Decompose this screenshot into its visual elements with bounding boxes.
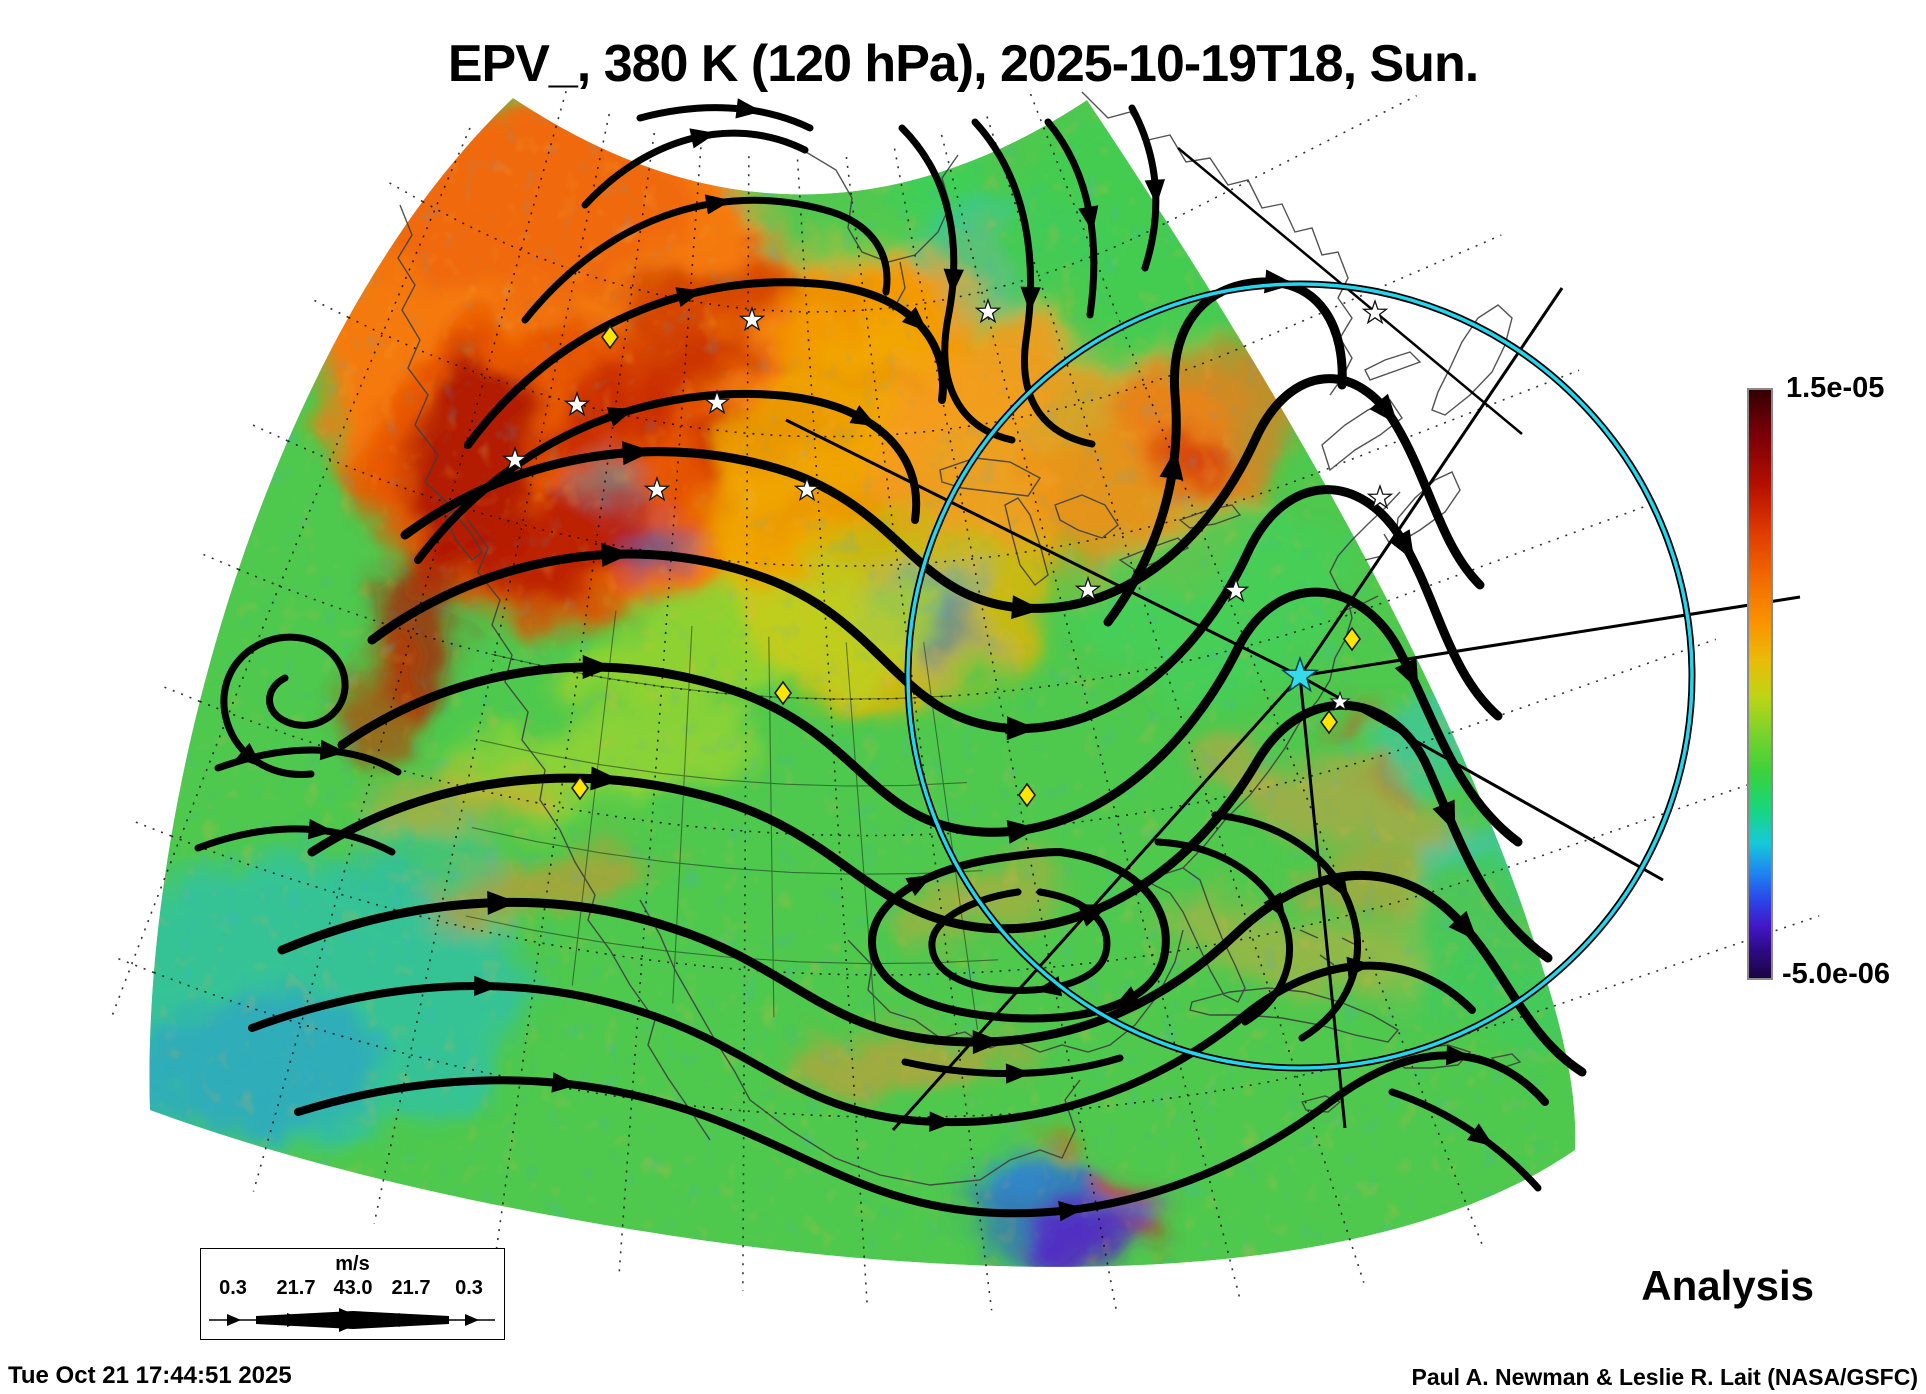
plot-title: EPV_, 380 K (120 hPa), 2025-10-19T18, Su… <box>447 35 1479 93</box>
epv-color-field <box>149 98 1576 1267</box>
wind-scale-arrow-glyph <box>209 1308 495 1332</box>
wind-streamlines <box>194 98 1587 1222</box>
generation-timestamp: Tue Oct 21 17:44:51 2025 <box>8 1362 292 1389</box>
wind-speed-legend: m/s 0.3 21.7 43.0 21.7 0.3 <box>200 1248 505 1340</box>
credit-line: Paul A. Newman & Leslie R. Lait (NASA/GS… <box>1411 1364 1918 1390</box>
analysis-status-label: Analysis <box>1641 1262 1814 1309</box>
wind-legend-value: 21.7 <box>276 1277 316 1299</box>
wind-legend-value: 0.3 <box>455 1277 483 1299</box>
wind-legend-value: 0.3 <box>219 1277 247 1299</box>
state-borders <box>465 610 999 1030</box>
wind-legend-value: 43.0 <box>333 1277 373 1299</box>
wind-legend-value: 21.7 <box>391 1277 431 1299</box>
colorbar-min-label: -5.0e-06 <box>1782 958 1891 990</box>
wind-legend-values: 0.3 21.7 43.0 21.7 0.3 <box>201 1277 504 1299</box>
wind-legend-units: m/s <box>335 1253 370 1275</box>
range-ring <box>904 280 1696 1072</box>
colorbar-max-label: 1.5e-05 <box>1786 372 1885 404</box>
epv-colorbar <box>1747 388 1773 980</box>
